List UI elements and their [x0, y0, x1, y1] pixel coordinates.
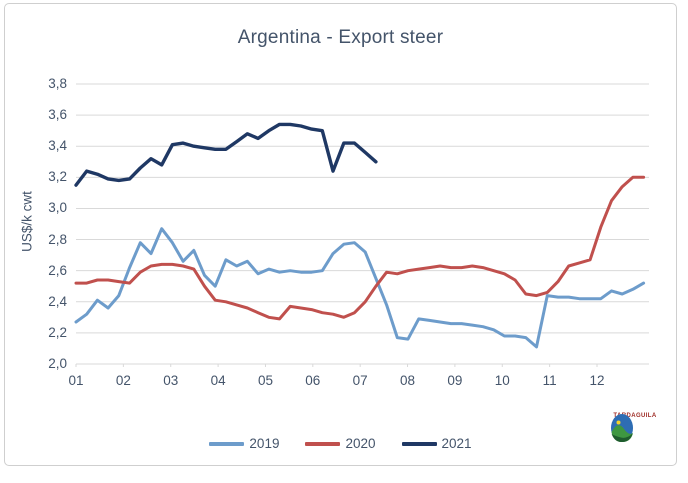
legend-item-2019: 2019 [209, 436, 279, 451]
y-tick-label: 2,8 [48, 231, 67, 247]
legend: 2019 2020 2021 [5, 436, 676, 451]
y-tick-label: 2,6 [48, 262, 67, 278]
legend-item-2020: 2020 [305, 436, 376, 451]
chart-frame: Argentina - Export steer US$/k cwt 3,8 3,… [4, 3, 677, 466]
y-tick-label: 3,8 [48, 76, 67, 91]
x-tick-label: 02 [115, 373, 131, 388]
legend-swatch-2021 [401, 441, 437, 446]
x-tick-label: 05 [257, 373, 273, 388]
x-tick-label: 07 [352, 373, 368, 388]
x-tick-label: 12 [589, 373, 605, 388]
tardaguila-logo: TARDAGUILA [607, 412, 663, 443]
x-tick-label: 04 [210, 373, 226, 388]
tardaguila-logo-text: TARDAGUILA [613, 413, 657, 419]
x-tick-label: 11 [542, 373, 557, 388]
series-2020-line [74, 175, 646, 321]
plot-area [74, 83, 649, 367]
legend-label-2021: 2021 [441, 436, 472, 451]
legend-label-2020: 2020 [345, 436, 376, 451]
x-tick-label: 09 [447, 373, 463, 388]
legend-swatch-2019 [209, 441, 245, 446]
y-tick-label: 3,0 [48, 200, 67, 216]
x-tick-label: 03 [163, 373, 179, 388]
y-tick-label: 2,0 [48, 356, 67, 371]
y-tick-label: 3,4 [48, 138, 67, 154]
y-tick-label: 2,4 [48, 293, 67, 309]
y-tick-label: 3,2 [48, 169, 67, 185]
series-2021-line [74, 122, 378, 187]
x-tick-label: 01 [68, 373, 84, 388]
legend-item-2021: 2021 [401, 436, 472, 451]
chart-title: Argentina - Export steer [237, 27, 444, 48]
x-tick-label: 08 [400, 373, 416, 388]
y-tick-label: 2,2 [48, 324, 67, 340]
series-2019-line [74, 227, 646, 349]
x-tick-label: 10 [494, 373, 510, 388]
tardaguila-logo-icon [611, 414, 633, 443]
y-tick-label: 3,6 [48, 107, 67, 123]
legend-label-2019: 2019 [249, 436, 280, 451]
x-tick-label: 06 [305, 373, 321, 388]
legend-swatch-2020 [305, 441, 341, 446]
